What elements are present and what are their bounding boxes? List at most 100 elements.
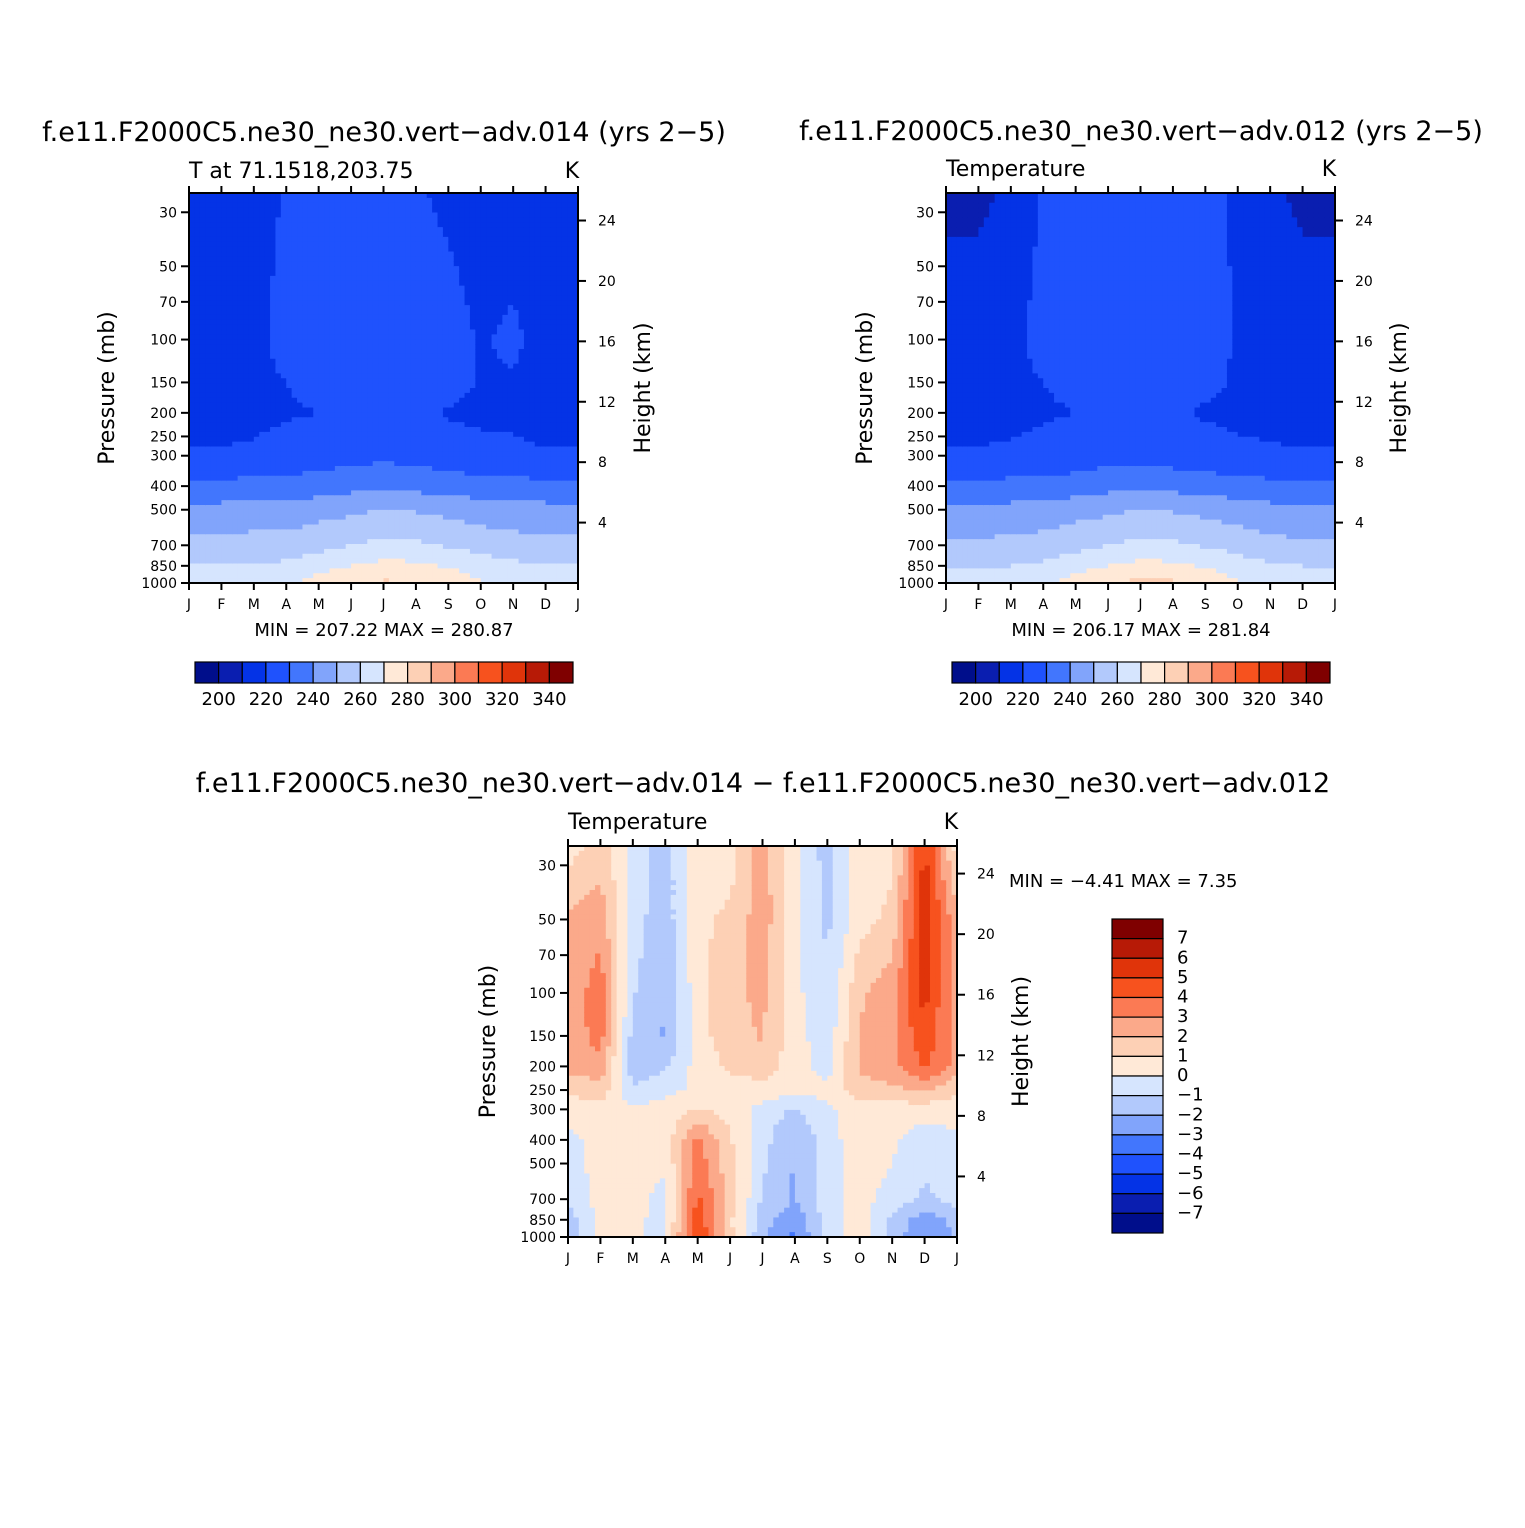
contour-cell — [416, 208, 422, 213]
contour-cell — [411, 208, 417, 213]
contour-cell — [232, 325, 238, 330]
contour-cell — [492, 291, 498, 296]
contour-cell — [400, 510, 406, 515]
contour-cell — [319, 300, 325, 305]
contour-cell — [438, 432, 444, 437]
contour-cell — [384, 261, 390, 266]
contour-cell — [405, 505, 411, 510]
contour-cell — [324, 486, 330, 491]
contour-cell — [221, 564, 227, 569]
contour-cell — [362, 388, 368, 393]
contour-cell — [270, 266, 276, 271]
contour-cell — [259, 564, 265, 569]
contour-cell — [302, 451, 308, 456]
contour-cell — [324, 295, 330, 300]
contour-cell — [411, 213, 417, 218]
contour-cell — [200, 564, 206, 569]
contour-cell — [297, 568, 303, 573]
contour-cell — [286, 490, 292, 495]
contour-cell — [448, 256, 454, 261]
contour-cell — [308, 529, 314, 534]
contour-cell — [313, 515, 319, 520]
contour-cell — [367, 227, 373, 232]
contour-cell — [340, 525, 346, 530]
contour-cell — [454, 266, 460, 271]
contour-cell — [335, 403, 341, 408]
contour-cell — [389, 564, 395, 569]
contour-cell — [302, 461, 308, 466]
contour-cell — [519, 364, 525, 369]
contour-cell — [443, 256, 449, 261]
contour-cell — [308, 252, 314, 257]
contour-cell — [448, 198, 454, 203]
contour-cell — [459, 495, 465, 500]
contour-cell — [297, 364, 303, 369]
contour-cell — [340, 427, 346, 432]
contour-cell — [259, 515, 265, 520]
contour-cell — [281, 544, 287, 549]
contour-cell — [394, 568, 400, 573]
contour-cell — [335, 252, 341, 257]
contour-cell — [481, 339, 487, 344]
contour-cell — [362, 266, 368, 271]
contour-cell — [238, 422, 244, 427]
contour-cell — [432, 515, 438, 520]
contour-cell — [319, 261, 325, 266]
contour-cell — [232, 432, 238, 437]
contour-cell — [465, 447, 471, 452]
contour-cell — [319, 330, 325, 335]
contour-cell — [373, 437, 379, 442]
contour-cell — [221, 261, 227, 266]
contour-cell — [513, 510, 519, 515]
contour-cell — [351, 486, 357, 491]
contour-cell — [378, 549, 384, 554]
contour-cell — [275, 208, 281, 213]
contour-cell — [297, 554, 303, 559]
contour-cell — [486, 476, 492, 481]
contour-cell — [481, 247, 487, 252]
contour-cell — [340, 515, 346, 520]
contour-cell — [448, 437, 454, 442]
contour-cell — [492, 247, 498, 252]
contour-cell — [421, 549, 427, 554]
contour-cell — [194, 261, 200, 266]
contour-cell — [492, 495, 498, 500]
contour-cell — [492, 203, 498, 208]
contour-cell — [443, 573, 449, 578]
contour-cell — [486, 427, 492, 432]
contour-cell — [513, 349, 519, 354]
contour-cell — [492, 325, 498, 330]
contour-cell — [281, 383, 287, 388]
contour-cell — [432, 529, 438, 534]
contour-cell — [508, 490, 514, 495]
contour-cell — [443, 505, 449, 510]
contour-cell — [200, 461, 206, 466]
contour-cell — [286, 227, 292, 232]
contour-cell — [416, 217, 422, 222]
contour-cell — [356, 305, 362, 310]
contour-cell — [432, 471, 438, 476]
contour-cell — [378, 490, 384, 495]
contour-cell — [302, 398, 308, 403]
contour-cell — [384, 461, 390, 466]
contour-cell — [378, 213, 384, 218]
contour-cell — [454, 471, 460, 476]
contour-cell — [319, 310, 325, 315]
contour-cell — [270, 456, 276, 461]
contour-cell — [356, 432, 362, 437]
contour-cell — [519, 559, 525, 564]
contour-cell — [281, 515, 287, 520]
contour-cell — [259, 408, 265, 413]
contour-cell — [454, 422, 460, 427]
contour-cell — [394, 544, 400, 549]
contour-cell — [384, 208, 390, 213]
contour-cell — [297, 281, 303, 286]
contour-cell — [519, 369, 525, 374]
contour-cell — [362, 286, 368, 291]
contour-cell — [470, 334, 476, 339]
contour-cell — [302, 227, 308, 232]
contour-cell — [508, 232, 514, 237]
contour-cell — [389, 568, 395, 573]
contour-cell — [400, 310, 406, 315]
contour-cell — [497, 500, 503, 505]
